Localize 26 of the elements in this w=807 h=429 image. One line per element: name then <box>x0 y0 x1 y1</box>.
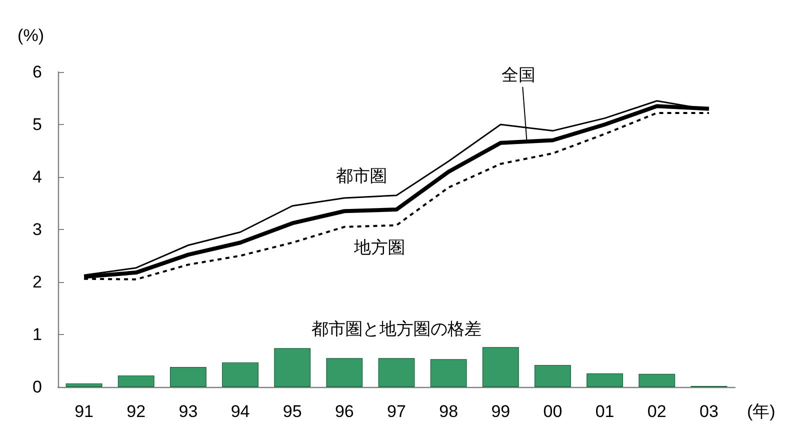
text: 全国 <box>502 65 536 84</box>
x-tick-label: 94 <box>230 402 250 421</box>
x-tick-label: 91 <box>74 402 94 421</box>
x-axis-title: (年) <box>747 402 776 421</box>
x-tick-label: 99 <box>491 402 510 421</box>
x-tick-label: 00 <box>543 402 562 421</box>
y-tick-label: 5 <box>32 115 42 134</box>
x-tick-label: 97 <box>387 402 406 421</box>
y-tick-label: 3 <box>32 220 42 239</box>
y-tick-label: 2 <box>32 272 42 292</box>
x-tick-label: 02 <box>647 402 666 421</box>
x-tick-label: 03 <box>700 402 718 421</box>
series-label: 地方圏 <box>353 238 405 257</box>
x-tick-label: 92 <box>126 402 146 421</box>
x-tick-label: 95 <box>282 402 302 421</box>
x-tick-label: 01 <box>595 402 614 421</box>
x-tick-label: 98 <box>439 402 458 421</box>
y-axis-title: (%) <box>18 26 44 45</box>
y-tick-label: 4 <box>32 168 42 186</box>
y-tick-label: 1 <box>32 325 42 344</box>
series-label: 都市圏と地方圏の格差 <box>312 320 482 339</box>
y-tick-label: 0 <box>32 378 42 396</box>
y-tick-label: 6 <box>32 62 42 82</box>
series-label: 都市圏 <box>336 166 387 186</box>
x-tick-label: 96 <box>334 402 354 421</box>
x-tick-label: 93 <box>178 402 198 421</box>
